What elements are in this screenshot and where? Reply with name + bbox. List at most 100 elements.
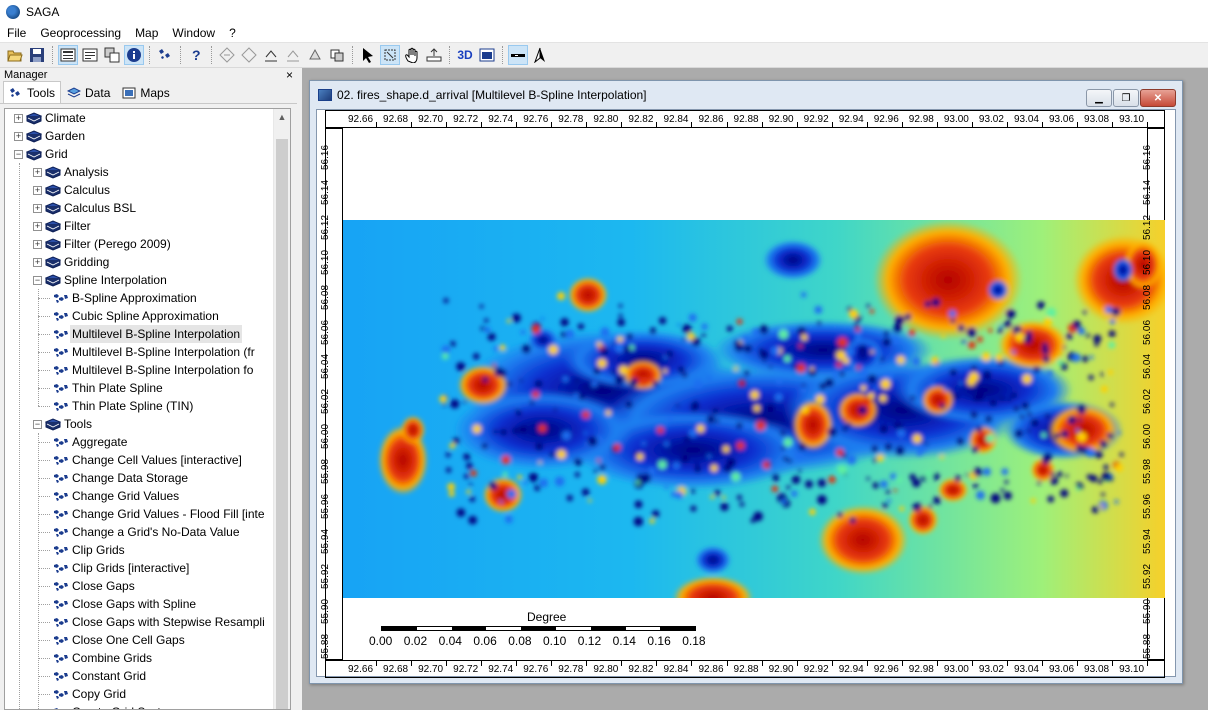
expand-icon[interactable]: +: [33, 203, 42, 213]
map-window-titlebar[interactable]: 02. fires_shape.d_arrival [Multilevel B-…: [310, 81, 1182, 109]
library-book-icon: [45, 202, 61, 215]
zoom-icon[interactable]: [380, 45, 400, 65]
tool-gear-icon: [54, 438, 68, 447]
tree-library-item[interactable]: + Calculus BSL: [5, 199, 275, 217]
select-icon[interactable]: [358, 45, 378, 65]
zoom-previous-icon[interactable]: [239, 45, 259, 65]
tree-tool-item[interactable]: Copy Grid: [5, 685, 275, 703]
menu-geoprocessing[interactable]: Geoprocessing: [40, 26, 122, 40]
tree-tool-item[interactable]: Change Grid Values - Flood Fill [inte: [5, 505, 275, 523]
menu-map[interactable]: Map: [135, 26, 159, 40]
menu-file[interactable]: File: [7, 26, 27, 40]
north-arrow-icon[interactable]: [530, 45, 550, 65]
panel-splitter[interactable]: [297, 68, 302, 710]
menu-window[interactable]: Window: [172, 26, 216, 40]
tree-tool-item[interactable]: Close Gaps with Spline: [5, 595, 275, 613]
zoom-zoom-icon[interactable]: [424, 45, 444, 65]
x-tick-label-bottom: 93.08: [1084, 664, 1110, 675]
tree-tool-item[interactable]: B-Spline Approximation: [5, 289, 275, 307]
tree-tool-item[interactable]: Create Grid Syst: [5, 703, 275, 709]
tree-library-item[interactable]: + Calculus: [5, 181, 275, 199]
zoom-extent-icon[interactable]: [327, 45, 347, 65]
collapse-icon[interactable]: −: [33, 419, 42, 429]
tree-tool-item[interactable]: Close One Cell Gaps: [5, 631, 275, 649]
zoom-full-icon[interactable]: [217, 45, 237, 65]
expand-icon[interactable]: +: [33, 239, 42, 249]
tree-tool-item[interactable]: Clip Grids [interactive]: [5, 559, 275, 577]
tree-tool-item[interactable]: Multilevel B-Spline Interpolation: [5, 325, 275, 343]
tree-tool-item[interactable]: Change Data Storage: [5, 469, 275, 487]
tree-library-item[interactable]: + Filter: [5, 217, 275, 235]
tree-tool-item[interactable]: Thin Plate Spline: [5, 379, 275, 397]
tool-tree[interactable]: + Climate + Garden − Grid + Analysis + Calculus + C…: [4, 108, 291, 710]
collapse-icon[interactable]: −: [33, 275, 42, 285]
library-book-icon: [26, 130, 42, 143]
tree-library-item[interactable]: + Analysis: [5, 163, 275, 181]
tab-data[interactable]: Data: [61, 83, 116, 103]
collapse-icon[interactable]: −: [14, 149, 23, 159]
data-source-icon[interactable]: [80, 45, 100, 65]
scale-bar-icon[interactable]: [508, 45, 528, 65]
tree-tool-item[interactable]: Cubic Spline Approximation: [5, 307, 275, 325]
tree-tool-item[interactable]: Multilevel B-Spline Interpolation fo: [5, 361, 275, 379]
expand-icon[interactable]: +: [14, 131, 23, 141]
zoom-next-icon[interactable]: [261, 45, 281, 65]
tree-tool-item[interactable]: Close Gaps with Stepwise Resampli: [5, 613, 275, 631]
scrollbar-thumb[interactable]: [276, 139, 288, 709]
tab-maps[interactable]: Maps: [116, 83, 175, 103]
active-tool-icon[interactable]: [102, 45, 122, 65]
zoom-selection-icon[interactable]: [305, 45, 325, 65]
tree-library-item[interactable]: + Filter (Perego 2009): [5, 235, 275, 253]
x-tick-label-bottom: 92.96: [873, 664, 899, 675]
tools-icon[interactable]: [155, 45, 175, 65]
scroll-up-icon[interactable]: ▲: [277, 112, 287, 122]
expand-icon[interactable]: +: [33, 257, 42, 267]
info-icon[interactable]: [124, 45, 144, 65]
tree-tool-item[interactable]: Clip Grids: [5, 541, 275, 559]
tree-library-item[interactable]: + Garden: [5, 127, 275, 145]
x-tick-mark: [1077, 122, 1078, 128]
tab-tools[interactable]: Tools: [3, 81, 62, 103]
tree-tool-item[interactable]: Change Grid Values: [5, 487, 275, 505]
close-button[interactable]: ✕: [1140, 89, 1176, 107]
save-icon[interactable]: [27, 45, 47, 65]
menu-help[interactable]: ?: [229, 26, 236, 40]
expand-icon[interactable]: +: [33, 167, 42, 177]
expand-icon[interactable]: +: [33, 185, 42, 195]
3d-view-icon[interactable]: 3D: [457, 48, 473, 62]
layout-icon[interactable]: [477, 45, 497, 65]
restore-button[interactable]: ❐: [1113, 89, 1139, 107]
map-canvas[interactable]: 92.66 92.66 92.68 92.68 92.70 92.70 92.72 92.72…: [316, 109, 1176, 678]
tree-tool-item[interactable]: Aggregate: [5, 433, 275, 451]
close-icon[interactable]: ×: [285, 68, 293, 82]
tool-gear-icon: [54, 708, 67, 709]
x-tick-label-top: 92.70: [418, 114, 444, 125]
tree-library-item[interactable]: − Spline Interpolation: [5, 271, 275, 289]
help-icon[interactable]: ?: [186, 45, 206, 65]
tree-tool-item[interactable]: Multilevel B-Spline Interpolation (fr: [5, 343, 275, 361]
tree-tool-item[interactable]: Constant Grid: [5, 667, 275, 685]
scale-bar-label: 0.06: [473, 634, 497, 648]
map-plot-area[interactable]: [343, 128, 1165, 660]
zoom-active-icon[interactable]: [283, 45, 303, 65]
tree-item-label: Spline Interpolation: [64, 273, 167, 287]
tree-tool-item[interactable]: Thin Plate Spline (TIN): [5, 397, 275, 415]
tree-library-item[interactable]: − Grid: [5, 145, 275, 163]
workspace-icon[interactable]: [58, 45, 78, 65]
tree-tool-item[interactable]: Change Cell Values [interactive]: [5, 451, 275, 469]
tree-tool-item[interactable]: Combine Grids: [5, 649, 275, 667]
minimize-button[interactable]: ▁: [1086, 89, 1112, 107]
tree-library-item[interactable]: + Gridding: [5, 253, 275, 271]
tree-library-item[interactable]: − Tools: [5, 415, 275, 433]
expand-icon[interactable]: +: [14, 113, 23, 123]
x-tick-mark: [761, 122, 763, 128]
tree-library-item[interactable]: + Climate: [5, 109, 275, 127]
tree-connector: [38, 406, 50, 407]
open-icon[interactable]: [5, 45, 25, 65]
tree-tool-item[interactable]: Change a Grid's No-Data Value: [5, 523, 275, 541]
tree-tool-item[interactable]: Close Gaps: [5, 577, 275, 595]
library-book-icon: [45, 220, 61, 233]
expand-icon[interactable]: +: [33, 221, 42, 231]
pan-icon[interactable]: [402, 45, 422, 65]
tree-scrollbar[interactable]: ▲: [273, 109, 290, 709]
